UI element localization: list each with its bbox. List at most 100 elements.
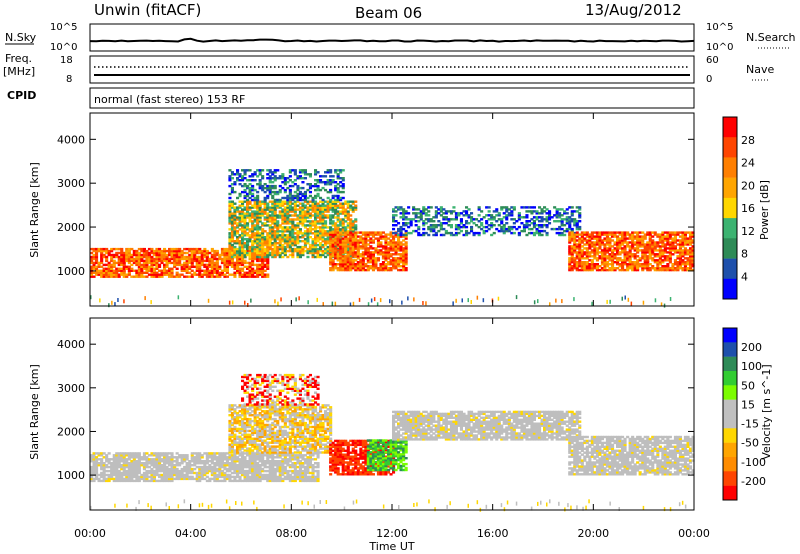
echo-cell	[324, 242, 328, 245]
echo-cell	[578, 265, 582, 268]
echo-cell	[251, 269, 255, 272]
echo-cell	[256, 210, 260, 213]
echo-cell	[341, 233, 345, 236]
echo-cell	[160, 469, 164, 473]
echo-cell	[381, 261, 385, 264]
echo-cell	[354, 208, 358, 211]
echo-cell	[198, 273, 202, 276]
echo-cell	[371, 263, 375, 266]
echo-cell	[112, 456, 116, 459]
nsearch-tick-bottom: 10^0	[706, 42, 733, 53]
echo-cell	[225, 460, 229, 463]
echo-cell	[175, 462, 179, 465]
echo-cell	[251, 234, 255, 237]
echo-cell	[241, 218, 245, 221]
echo-cell	[163, 259, 167, 263]
echo-cell	[173, 247, 177, 251]
power-echoes	[90, 169, 695, 308]
echo-cell	[286, 242, 290, 245]
echo-cell	[266, 196, 270, 200]
echo-cell	[336, 233, 340, 236]
echo-cell	[344, 214, 348, 217]
echo-cell	[321, 232, 325, 235]
echo-cell	[258, 204, 262, 207]
echo-cell	[173, 255, 177, 259]
echo-cell	[291, 255, 295, 259]
echo-cell	[341, 267, 345, 270]
echo-cell	[336, 235, 340, 238]
echo-cell	[470, 218, 474, 221]
echo-cell	[137, 251, 141, 255]
echo-cell	[314, 226, 318, 229]
echo-cell	[271, 202, 275, 205]
echo-cell	[351, 237, 355, 240]
echo-cell	[200, 253, 204, 257]
echo-cell	[346, 237, 350, 240]
echo-cell	[102, 255, 106, 259]
echo-cell	[568, 222, 572, 225]
echo-cell	[163, 467, 167, 471]
echo-cell	[336, 212, 340, 215]
echo-cell	[331, 263, 335, 266]
echo-cell	[90, 458, 94, 461]
echo-cell	[399, 243, 403, 246]
echo-cell	[492, 224, 496, 227]
echo-cell	[326, 196, 330, 200]
echo-cell	[517, 225, 521, 229]
echo-cell	[145, 249, 149, 253]
echo-cell	[241, 224, 245, 227]
echo-cell	[150, 458, 154, 461]
echo-cell	[142, 275, 146, 278]
echo-cell	[276, 169, 280, 172]
echo-cell	[291, 226, 295, 229]
echo-cell	[266, 253, 270, 257]
echo-cell	[641, 251, 645, 254]
echo-cell	[198, 259, 202, 263]
echo-cell	[135, 454, 139, 457]
echo-cell	[100, 452, 104, 455]
echo-cell	[218, 458, 222, 461]
echo-cell	[487, 210, 491, 213]
echo-cell	[369, 241, 373, 244]
echo-cell	[359, 255, 363, 258]
echo-cell	[631, 235, 635, 238]
echo-cell	[573, 233, 577, 236]
echo-cell	[271, 194, 275, 198]
echo-cell	[298, 190, 302, 194]
echo-cell	[281, 200, 285, 203]
echo-cell	[590, 233, 594, 236]
echo-cell	[636, 249, 640, 252]
echo-cell	[661, 243, 665, 246]
echo-cell	[215, 469, 219, 473]
echo-cell	[142, 467, 146, 471]
echo-cell	[658, 253, 662, 256]
echo-cell	[482, 229, 486, 233]
echo-cell	[548, 214, 552, 217]
echo-cell	[248, 257, 252, 261]
echo-cell	[641, 243, 645, 246]
echo-cell	[251, 247, 255, 251]
echo-cell	[168, 473, 172, 477]
echo-cell	[263, 212, 267, 215]
echo-cell	[288, 204, 292, 207]
echo-cell	[548, 222, 552, 225]
echo-cell	[560, 220, 564, 223]
echo-cell	[105, 247, 109, 251]
echo-cell	[105, 257, 109, 261]
echo-cell	[482, 231, 486, 235]
echo-cell	[137, 464, 141, 467]
echo-cell	[334, 204, 338, 207]
echo-cell	[412, 206, 416, 209]
echo-cell	[228, 475, 232, 479]
echo-cell	[160, 253, 164, 257]
echo-cell	[392, 224, 396, 227]
echo-cell	[273, 222, 277, 225]
echo-cell	[120, 253, 124, 257]
echo-cell	[507, 208, 511, 211]
echo-cell	[298, 177, 302, 180]
echo-cell	[638, 257, 642, 260]
echo-cell	[155, 253, 159, 257]
echo-cell	[661, 267, 665, 270]
echo-cell	[190, 456, 194, 459]
echo-cell	[314, 218, 318, 221]
